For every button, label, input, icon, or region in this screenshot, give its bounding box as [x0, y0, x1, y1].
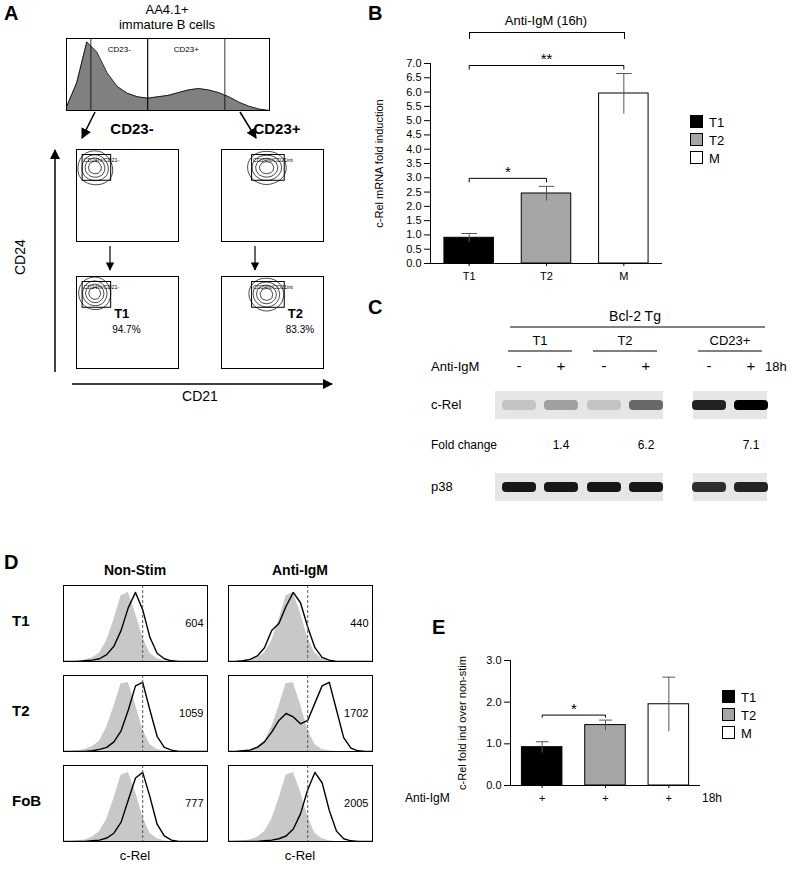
svg-text:CD24hi/CD21int: CD24hi/CD21int: [253, 284, 293, 290]
html-text:T1: T1: [741, 690, 757, 705]
html-text:T2: T2: [709, 133, 725, 148]
html-text:M: M: [741, 726, 752, 741]
svg-text:4.0: 4.0: [406, 143, 421, 155]
svg-text:p38: p38: [431, 479, 453, 494]
svg-text:CD24hi/CD21int: CD24hi/CD21int: [253, 157, 293, 163]
svg-text:*: *: [505, 163, 511, 180]
svg-text:1.0: 1.0: [486, 737, 501, 749]
svg-text:CD24hi/CD21-: CD24hi/CD21-: [84, 157, 120, 163]
svg-text:1.4: 1.4: [553, 438, 570, 452]
html-text:Anti-IgM: Anti-IgM: [405, 791, 450, 805]
svg-text:3.5: 3.5: [406, 157, 421, 169]
html-text:C: C: [368, 296, 383, 318]
svg-text:T2: T2: [617, 333, 632, 348]
svg-text:c-Rel: c-Rel: [431, 397, 461, 412]
svg-text:+: +: [747, 357, 756, 374]
html-text:E: E: [432, 616, 446, 638]
svg-text:4.5: 4.5: [406, 128, 421, 140]
svg-text:3.0: 3.0: [486, 654, 501, 666]
svg-text:-: -: [517, 357, 522, 374]
svg-text:777: 777: [185, 797, 203, 809]
svg-text:604: 604: [185, 617, 203, 629]
svg-text:2.5: 2.5: [406, 186, 421, 198]
html-text:Anti-IgM (16h): Anti-IgM (16h): [504, 13, 588, 28]
html-text:CD23+: CD23+: [253, 120, 301, 137]
svg-text:Bcl-2 Tg: Bcl-2 Tg: [609, 308, 661, 324]
html-text:D: D: [4, 551, 19, 573]
svg-text:0.0: 0.0: [406, 257, 421, 269]
svg-text:83.3%: 83.3%: [286, 324, 314, 335]
html-text:FoB: FoB: [12, 792, 42, 809]
svg-text:+: +: [642, 357, 651, 374]
svg-text:+: +: [539, 792, 545, 804]
svg-text:CD23+: CD23+: [710, 333, 751, 348]
html-text:AA4.1+: AA4.1+: [145, 2, 189, 17]
svg-text:6.0: 6.0: [406, 86, 421, 98]
html-text:T2: T2: [12, 702, 30, 719]
svg-text:7.0: 7.0: [406, 57, 421, 69]
svg-text:1059: 1059: [179, 707, 203, 719]
svg-text:2005: 2005: [344, 797, 368, 809]
svg-text:5.0: 5.0: [406, 114, 421, 126]
html-text:c-Rel: c-Rel: [119, 848, 151, 863]
svg-text:6.2: 6.2: [638, 438, 655, 452]
svg-text:T1: T1: [463, 270, 476, 282]
svg-text:T2: T2: [540, 270, 553, 282]
svg-text:*: *: [571, 700, 577, 717]
svg-text:2.0: 2.0: [406, 200, 421, 212]
svg-text:7.1: 7.1: [743, 438, 760, 452]
svg-text:**: **: [541, 50, 553, 67]
svg-text:+: +: [666, 792, 672, 804]
html-text:B: B: [368, 2, 383, 24]
svg-text:c-Rel mRNA fold induction: c-Rel mRNA fold induction: [373, 99, 385, 227]
html-text:CD23-: CD23-: [110, 120, 154, 137]
svg-text:5.5: 5.5: [406, 100, 421, 112]
html-text:T2: T2: [741, 708, 757, 723]
html-text:CD21: CD21: [182, 388, 218, 404]
svg-text:0.0: 0.0: [486, 779, 501, 791]
html-text:c-Rel: c-Rel: [284, 848, 316, 863]
svg-text:T1: T1: [532, 333, 547, 348]
svg-text:+: +: [602, 792, 608, 804]
svg-text:CD24hi/CD21-: CD24hi/CD21-: [84, 284, 120, 290]
svg-text:Fold change: Fold change: [431, 438, 497, 452]
html-text:T1: T1: [12, 612, 30, 629]
html-text:immature B cells: immature B cells: [119, 17, 215, 32]
svg-text:c-Rel fold ind over non-stim: c-Rel fold ind over non-stim: [456, 656, 468, 790]
svg-text:94.7%: 94.7%: [112, 324, 140, 335]
svg-text:3.0: 3.0: [406, 171, 421, 183]
svg-text:+: +: [557, 357, 566, 374]
svg-text:-: -: [602, 357, 607, 374]
html-text:CD24: CD24: [12, 239, 28, 275]
svg-text:Anti-IgM: Anti-IgM: [431, 359, 479, 374]
svg-text:2.0: 2.0: [486, 696, 501, 708]
svg-text:1.5: 1.5: [406, 214, 421, 226]
svg-text:6.5: 6.5: [406, 71, 421, 83]
svg-text:18h: 18h: [765, 359, 787, 374]
html-text:M: M: [709, 151, 720, 166]
html-text:Non-Stim: Non-Stim: [103, 562, 167, 578]
svg-text:T1: T1: [114, 306, 129, 321]
svg-text:T2: T2: [288, 306, 303, 321]
html-text:T1: T1: [709, 115, 725, 130]
svg-text:CD23+: CD23+: [174, 45, 199, 54]
svg-text:-: -: [707, 357, 712, 374]
svg-text:1.0: 1.0: [406, 228, 421, 240]
svg-text:M: M: [619, 270, 628, 282]
svg-text:1702: 1702: [344, 707, 368, 719]
html-text:A: A: [4, 2, 19, 24]
svg-text:0.5: 0.5: [406, 243, 421, 255]
svg-text:440: 440: [350, 617, 368, 629]
svg-text:CD23-: CD23-: [108, 45, 131, 54]
html-text:Anti-IgM: Anti-IgM: [272, 562, 328, 578]
html-text:18h: 18h: [702, 791, 722, 805]
